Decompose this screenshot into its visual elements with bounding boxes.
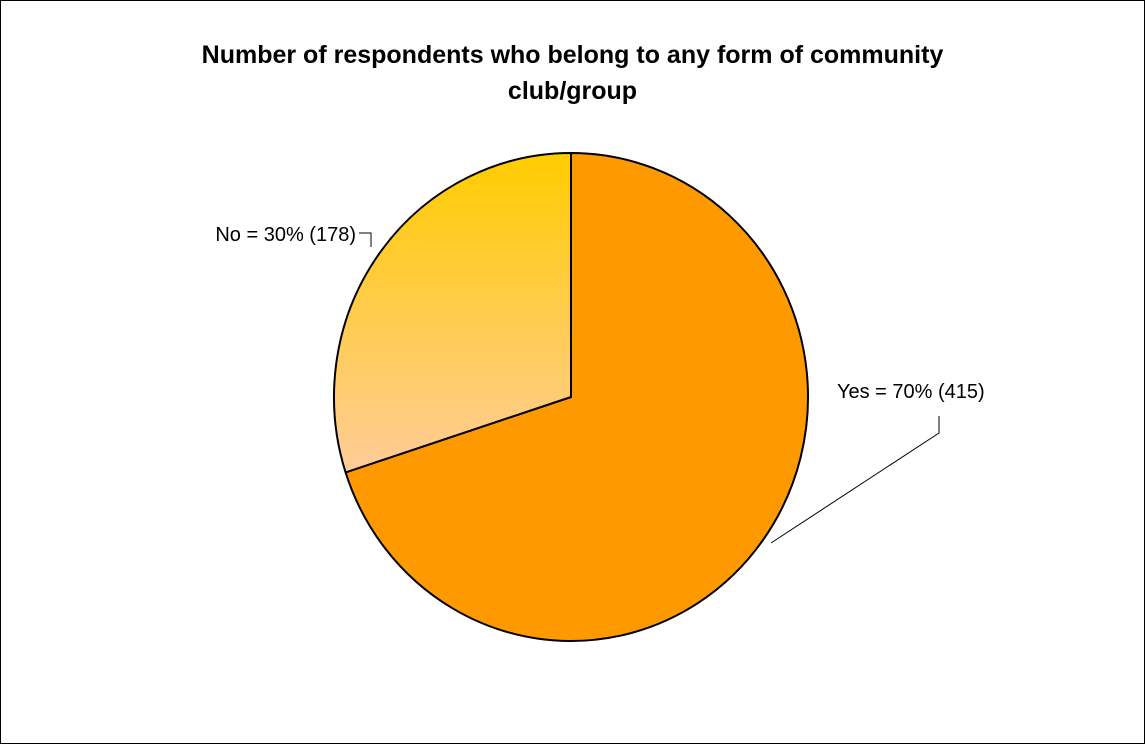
slice-label-no: No = 30% (178) [215, 224, 356, 246]
chart-title: Number of respondents who belong to any … [1, 37, 1144, 109]
leader-line-no [359, 232, 372, 247]
pie-slice-no [333, 152, 572, 474]
chart-title-line-2: club/group [507, 77, 638, 105]
chart-title-line-1: Number of respondents who belong to any … [201, 41, 944, 69]
leader-lines [359, 232, 940, 544]
slice-label-yes: Yes = 70% (415) [837, 381, 985, 403]
pie-slices [333, 152, 809, 642]
leader-line-yes [770, 416, 940, 544]
pie-slice-yes [344, 152, 809, 642]
